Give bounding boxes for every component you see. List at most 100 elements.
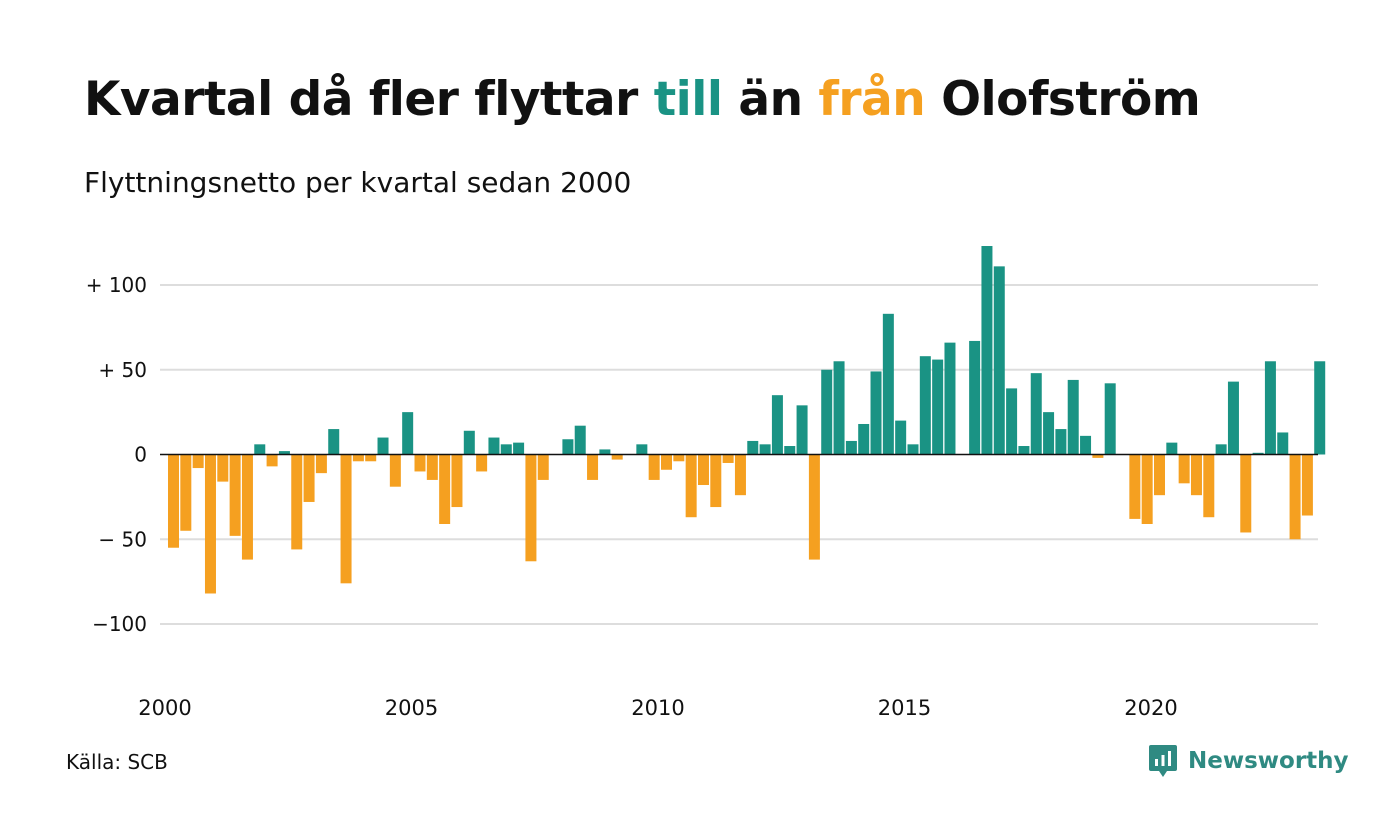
bar: [389, 454, 401, 487]
bars: [168, 246, 1326, 594]
bar: [513, 442, 525, 455]
bar: [1055, 429, 1067, 455]
bar: [426, 454, 438, 480]
bar: [451, 454, 463, 508]
bar: [1301, 454, 1313, 516]
bar: [1203, 454, 1215, 518]
bar: [1289, 454, 1301, 540]
bar: [192, 454, 204, 469]
y-tick-label: + 50: [98, 358, 147, 382]
bar: [1227, 381, 1239, 455]
bar: [291, 454, 303, 550]
chart-subtitle: Flyttningsnetto per kvartal sedan 2000: [84, 166, 632, 199]
bar: [808, 454, 820, 560]
y-tick-label: −100: [92, 612, 147, 636]
bar: [648, 454, 660, 480]
bar: [1067, 379, 1079, 455]
bar: [587, 454, 599, 480]
bar: [537, 454, 549, 480]
bar: [1006, 388, 1018, 455]
bar: [796, 405, 808, 455]
bar: [1166, 442, 1178, 455]
bar: [697, 454, 709, 486]
x-tick-label: 2020: [1124, 696, 1177, 720]
bar: [241, 454, 253, 560]
bar: [1240, 454, 1252, 533]
bar: [661, 454, 672, 470]
y-tick-label: 0: [134, 443, 147, 467]
bar: [1277, 432, 1289, 455]
bar: [266, 454, 278, 467]
bar: [685, 454, 697, 518]
bar: [278, 451, 290, 455]
grid-lines: [160, 284, 1318, 625]
title-word-out: från: [818, 72, 926, 127]
bar: [969, 340, 981, 455]
bar: [895, 420, 907, 455]
bar: [784, 446, 796, 455]
bar: [525, 454, 537, 562]
bar: [944, 342, 956, 455]
bar: [1080, 435, 1092, 455]
bar: [1092, 454, 1104, 458]
bar: [907, 444, 919, 455]
bar: [771, 395, 783, 455]
source-label: Källa: SCB: [66, 750, 168, 774]
y-tick-label: + 100: [86, 273, 147, 297]
bar: [611, 454, 623, 460]
bar: [845, 440, 857, 455]
bar: [365, 454, 377, 462]
bar: [833, 361, 845, 455]
y-axis-ticks: + 100 + 50 0 − 50 −100: [86, 273, 147, 636]
x-tick-label: 2010: [631, 696, 684, 720]
bar: [1030, 373, 1042, 455]
bar: [439, 454, 451, 524]
bar: [636, 444, 648, 455]
bar: [1018, 446, 1030, 455]
bar: [1043, 412, 1055, 455]
bar: [870, 371, 882, 455]
x-tick-label: 2000: [138, 696, 191, 720]
bar: [858, 423, 870, 455]
bar: [1141, 454, 1153, 524]
bar: [1252, 452, 1264, 455]
bar: [821, 369, 833, 455]
bar: [414, 454, 426, 472]
bar: [1264, 361, 1276, 455]
bar: [722, 454, 734, 463]
bar: [217, 454, 229, 482]
bar: [315, 454, 327, 474]
bar: [710, 454, 722, 508]
bar-chart: + 100 + 50 0 − 50 −100 2000 2005 2010 2015 2020: [86, 246, 1326, 720]
title-word-in: till: [653, 72, 723, 127]
bar: [1215, 444, 1227, 455]
y-tick-label: − 50: [98, 527, 147, 551]
newsworthy-logo-icon: [1149, 745, 1177, 777]
bar: [1154, 454, 1165, 496]
title-part-1: Kvartal då fler flyttar: [84, 72, 654, 127]
title-part-2: än: [722, 72, 819, 127]
bar: [377, 437, 389, 455]
bar: [168, 454, 179, 548]
title-part-3: Olofström: [925, 72, 1201, 127]
bar: [204, 454, 216, 594]
x-tick-label: 2005: [385, 696, 438, 720]
bar: [919, 356, 931, 455]
bar: [734, 454, 746, 496]
bar: [981, 246, 993, 455]
bar: [229, 454, 241, 536]
bar: [303, 454, 315, 502]
bar: [599, 449, 611, 455]
brand-logo[interactable]: Newsworthy: [1148, 744, 1349, 778]
bar: [673, 454, 685, 462]
x-tick-label: 2015: [878, 696, 931, 720]
bar: [562, 439, 574, 455]
bar: [488, 437, 500, 455]
bar: [1178, 454, 1190, 484]
x-axis-ticks: 2000 2005 2010 2015 2020: [138, 696, 1177, 720]
bar: [328, 429, 340, 455]
bar: [476, 454, 488, 472]
bar: [254, 444, 266, 455]
bar: [500, 444, 512, 455]
bar: [1190, 454, 1202, 496]
